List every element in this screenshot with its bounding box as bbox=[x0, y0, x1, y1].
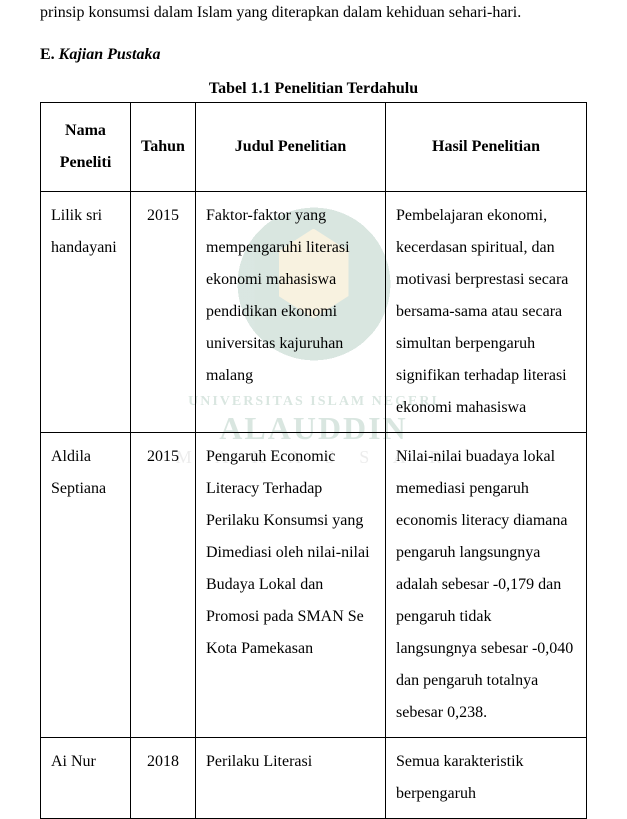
cell-hasil: Nilai-nilai buadaya lokal memediasi peng… bbox=[386, 432, 587, 737]
cell-tahun: 2015 bbox=[131, 191, 196, 432]
cell-hasil: Pembelajaran ekonomi, kecerdasan spiritu… bbox=[386, 191, 587, 432]
table-row: Lilik sri handayani 2015 Faktor-faktor y… bbox=[41, 191, 587, 432]
cell-judul: Faktor-faktor yang mempengaruhi literasi… bbox=[196, 191, 386, 432]
table-header-row: Nama Peneliti Tahun Judul Penelitian Has… bbox=[41, 102, 587, 191]
header-hasil: Hasil Penelitian bbox=[386, 102, 587, 191]
header-tahun: Tahun bbox=[131, 102, 196, 191]
cell-nama: Aldila Septiana bbox=[41, 432, 131, 737]
cell-tahun: 2018 bbox=[131, 737, 196, 818]
table-row: Aldila Septiana 2015 Pengaruh Economic L… bbox=[41, 432, 587, 737]
header-nama: Nama Peneliti bbox=[41, 102, 131, 191]
body-text: prinsip konsumsi dalam Islam yang ditera… bbox=[40, 0, 587, 26]
table-row: Ai Nur 2018 Perilaku Literasi Semua kara… bbox=[41, 737, 587, 818]
cell-nama: Ai Nur bbox=[41, 737, 131, 818]
cell-nama: Lilik sri handayani bbox=[41, 191, 131, 432]
section-letter: E. bbox=[40, 46, 55, 63]
cell-judul: Pengaruh Economic Literacy Terhadap Peri… bbox=[196, 432, 386, 737]
research-table: Nama Peneliti Tahun Judul Penelitian Has… bbox=[40, 102, 587, 819]
cell-tahun: 2015 bbox=[131, 432, 196, 737]
section-heading: E. Kajian Pustaka bbox=[40, 46, 587, 64]
table-caption: Tabel 1.1 Penelitian Terdahulu bbox=[40, 80, 587, 98]
section-title: Kajian Pustaka bbox=[59, 46, 161, 63]
header-judul: Judul Penelitian bbox=[196, 102, 386, 191]
cell-hasil: Semua karakteristik berpengaruh bbox=[386, 737, 587, 818]
cell-judul: Perilaku Literasi bbox=[196, 737, 386, 818]
